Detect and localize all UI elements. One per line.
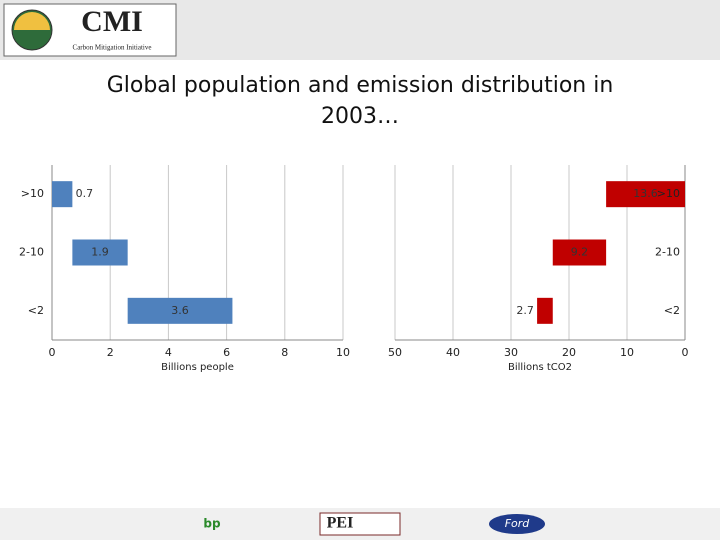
x-tick-label: 4	[165, 346, 172, 359]
y-tick-label: >10	[657, 187, 680, 200]
footer-logo: Ford	[505, 517, 531, 530]
bar	[52, 181, 73, 208]
y-tick-label: 2-10	[655, 246, 680, 259]
data-label: 3.6	[171, 304, 189, 317]
x-tick-label: 20	[562, 346, 576, 359]
x-tick-label: 6	[223, 346, 230, 359]
x-tick-label: 0	[49, 346, 56, 359]
data-label: 1.9	[91, 246, 109, 259]
y-tick-label: <2	[28, 304, 44, 317]
x-tick-label: 8	[281, 346, 288, 359]
footer-logo: PEI	[327, 515, 354, 532]
x-axis-title: Billions tCO2	[508, 362, 572, 373]
bar	[127, 297, 233, 324]
slide-title: Global population and emission distribut…	[106, 73, 614, 129]
x-tick-label: 10	[336, 346, 350, 359]
bar	[537, 297, 553, 324]
footer-logo: bp	[203, 517, 221, 531]
footer-logo-box	[319, 512, 401, 536]
logo-sun	[14, 12, 50, 30]
footer-logo-oval	[489, 514, 545, 534]
x-tick-label: 30	[504, 346, 518, 359]
y-tick-label: 2-10	[19, 246, 44, 259]
logo-text: CMI	[81, 5, 143, 38]
y-tick-label: <2	[664, 304, 680, 317]
y-tick-label: >10	[21, 187, 44, 200]
x-tick-label: 10	[620, 346, 634, 359]
x-tick-label: 40	[446, 346, 460, 359]
x-tick-label: 0	[682, 346, 689, 359]
logo-subtitle: Carbon Mitigation Initiative	[73, 44, 152, 52]
x-tick-label: 50	[388, 346, 402, 359]
data-label: 13.6	[633, 187, 658, 200]
data-label: 0.7	[76, 187, 94, 200]
title-box: Global population and emission distribut…	[106, 73, 614, 129]
x-tick-label: 2	[107, 346, 114, 359]
x-axis-title: Billions people	[161, 362, 234, 373]
bar	[72, 239, 128, 266]
bar	[606, 181, 685, 208]
bar	[552, 239, 607, 266]
data-label: 2.7	[516, 304, 534, 317]
data-label: 9.2	[571, 246, 589, 259]
